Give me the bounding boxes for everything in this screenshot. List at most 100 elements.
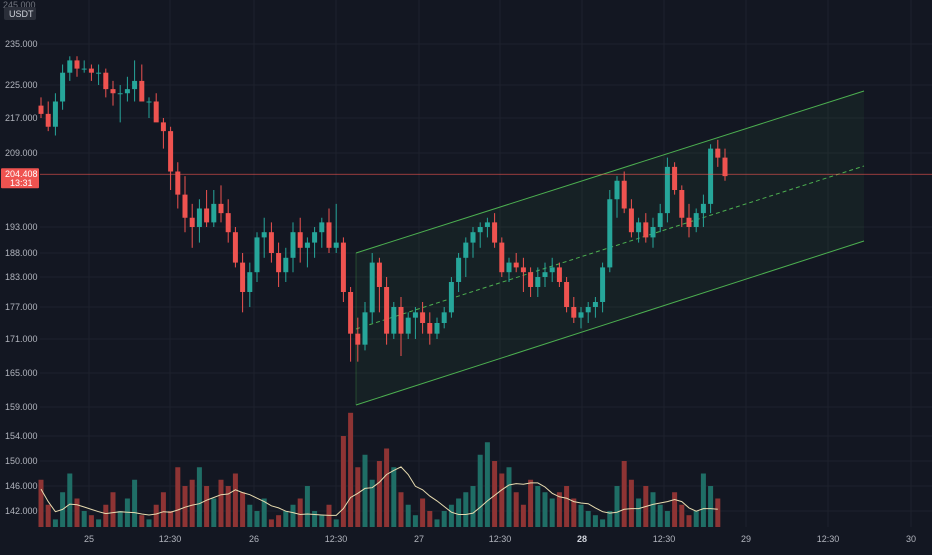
- candle-body: [110, 89, 116, 94]
- candle-body: [722, 157, 728, 177]
- candle-body: [304, 242, 310, 248]
- candle-body: [168, 131, 174, 172]
- candle-body: [211, 203, 217, 223]
- price-tick-label: 171.000: [5, 334, 38, 344]
- candle-body: [542, 272, 548, 277]
- candle-body: [52, 101, 58, 127]
- volume-bar: [549, 498, 555, 527]
- price-axis[interactable]: 235.000 225.000 217.000 209.000 193.000 188.0…: [5, 39, 38, 516]
- volume-bar: [362, 454, 368, 527]
- candle-body: [124, 89, 130, 94]
- volume-bar: [254, 511, 260, 527]
- candle-body: [592, 302, 598, 307]
- candle-body: [628, 208, 634, 233]
- candle-body: [600, 267, 606, 302]
- channel-lower-line[interactable]: [355, 240, 865, 406]
- time-tick-label: 12:30: [653, 534, 676, 544]
- volume-bar: [268, 519, 274, 527]
- volume-bar: [175, 467, 181, 527]
- candle-body: [312, 232, 318, 243]
- candle-body: [448, 282, 454, 313]
- volume-bar: [542, 492, 548, 527]
- volume-bar: [211, 498, 217, 527]
- volume-bar: [225, 486, 231, 527]
- currency-badge[interactable]: [4, 7, 36, 20]
- candle-body: [384, 287, 390, 334]
- candle-countdown: 13:31: [10, 178, 33, 188]
- volume-bar: [355, 467, 361, 527]
- candle-body: [369, 262, 375, 313]
- candle-body: [412, 312, 418, 318]
- channel-upper-line[interactable]: [355, 90, 865, 254]
- candle-body: [362, 312, 368, 345]
- candle-body: [672, 166, 678, 190]
- volume-bar: [693, 511, 699, 527]
- volume-bar: [463, 492, 469, 527]
- volume-bar: [434, 519, 440, 527]
- candle-body: [232, 232, 238, 263]
- volume-bar: [571, 498, 577, 527]
- candle-body: [420, 312, 426, 323]
- volume-bar: [124, 498, 130, 527]
- volume-bar: [412, 515, 418, 527]
- price-tick-label: 165.000: [5, 368, 38, 378]
- volume-bar: [398, 492, 404, 527]
- volume-bar: [182, 486, 188, 527]
- volume-bar: [348, 412, 354, 527]
- last-price-badge: [1, 168, 39, 189]
- price-tick-label: 209.000: [5, 148, 38, 158]
- volume-bar: [592, 515, 598, 527]
- volume-bar: [139, 515, 145, 527]
- candle-body: [268, 232, 274, 253]
- volume-bar: [427, 511, 433, 527]
- time-tick-label: 12:30: [817, 534, 840, 544]
- candle-body: [196, 208, 202, 227]
- price-tick-label: 159.000: [5, 402, 38, 412]
- volume-bar: [384, 448, 390, 527]
- currency-label: USDT: [9, 9, 34, 19]
- candle-body: [96, 72, 102, 74]
- volume-bar: [664, 511, 670, 527]
- volume-bar: [261, 498, 267, 527]
- candle-body: [326, 222, 332, 248]
- volume-bar: [513, 492, 519, 527]
- volume-bar: [247, 504, 253, 527]
- candle-body: [528, 272, 534, 287]
- candle-body: [348, 292, 354, 334]
- volume-bar: [340, 436, 346, 527]
- volume-bar: [369, 479, 375, 527]
- candle-body: [578, 312, 584, 318]
- volume-bar: [153, 504, 159, 527]
- volume-bar: [477, 454, 483, 527]
- volume-bar: [52, 519, 58, 527]
- volume-bar: [621, 461, 627, 527]
- volume-bar: [38, 479, 44, 527]
- volume-bar: [715, 498, 721, 527]
- candle-body: [484, 222, 490, 227]
- candle-body: [520, 267, 526, 273]
- candle-body: [614, 180, 620, 200]
- volume-ma-line: [40, 466, 718, 516]
- candle-body: [60, 72, 66, 102]
- candle-body: [81, 68, 87, 70]
- candle-body: [74, 60, 80, 69]
- volume-bar: [168, 511, 174, 527]
- top-price-label: 245.000: [3, 0, 36, 10]
- volume-bar: [304, 486, 310, 527]
- volume-bar: [636, 498, 642, 527]
- volume-bar: [45, 504, 51, 527]
- volume-bar: [441, 511, 447, 527]
- volume-bar: [189, 479, 195, 527]
- candle-body: [650, 227, 656, 238]
- time-axis[interactable]: 25 12:30 26 12:30 27 12:30 28 12:30 29 12:30 30: [84, 534, 916, 544]
- volume-bar: [160, 492, 166, 527]
- candle-body: [290, 232, 296, 258]
- volume-bar: [132, 479, 138, 527]
- candle-body: [204, 208, 210, 223]
- volume-bar: [146, 519, 152, 527]
- candle-body: [513, 262, 519, 268]
- volume-bars: [38, 412, 721, 527]
- time-tick-label: 12:30: [489, 534, 512, 544]
